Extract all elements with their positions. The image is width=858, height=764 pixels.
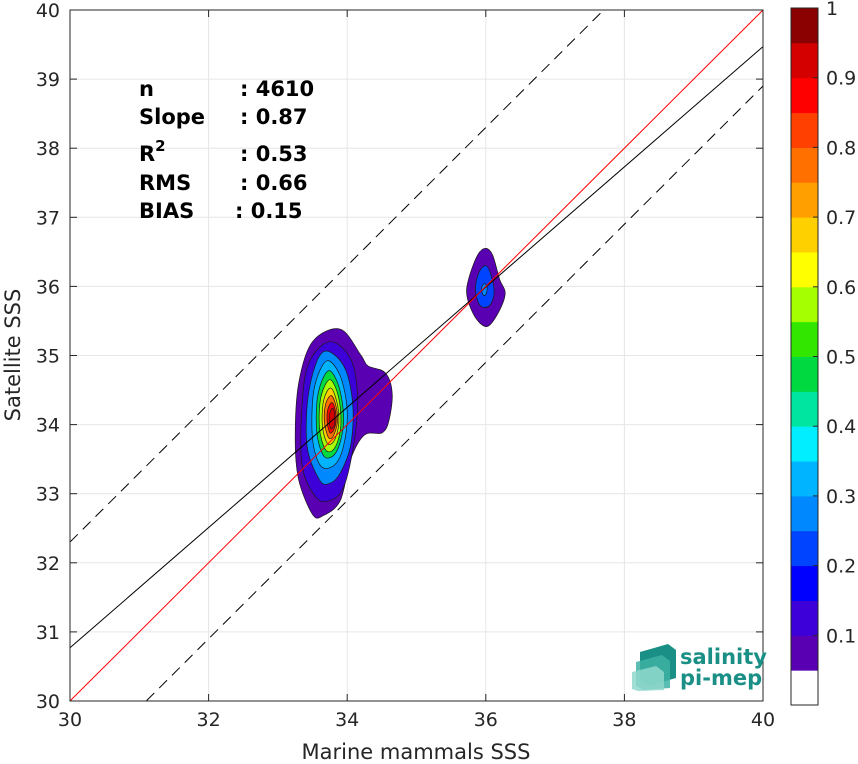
- y-tick-label-2: 32: [36, 553, 60, 575]
- x-axis: 30 32 34 36 38 40: [58, 10, 775, 731]
- identity-line: [70, 10, 763, 701]
- stat-value-0: : 4610: [240, 77, 314, 101]
- colorbar-segment-7: [791, 426, 818, 462]
- colorbar-tick-label-3: 0.4: [826, 416, 856, 438]
- y-tick-label-1: 31: [36, 622, 60, 644]
- colorbar-segment-18: [791, 42, 818, 79]
- colorbar-segment-8: [791, 391, 818, 427]
- y-tick-label-3: 33: [36, 484, 60, 506]
- x-tick-label-4: 38: [612, 709, 636, 731]
- colorbar-segment-1: [791, 635, 818, 671]
- density-contours: [294, 248, 506, 519]
- colorbar-segment-10: [791, 321, 818, 357]
- logo-icon: [632, 644, 676, 691]
- colorbar-tick-label-7: 0.8: [826, 137, 856, 159]
- stat-value-4: : 0.15: [235, 199, 303, 223]
- y-axis: 30 31 32 33 34 35 36 37 38 39 40: [36, 0, 763, 713]
- x-axis-label: Marine mammals SSS: [302, 740, 531, 764]
- grid: [69, 9, 764, 702]
- logo-line2: pi-mep: [680, 666, 762, 690]
- colorbar-segment-6: [791, 461, 818, 497]
- fit-line: [70, 46, 763, 649]
- stat-label-2: R2: [139, 137, 166, 166]
- colorbar-segment-11: [791, 286, 818, 323]
- y-tick-label-8: 38: [36, 138, 60, 160]
- stat-label-1: Slope: [139, 105, 205, 129]
- x-tick-label-1: 32: [197, 709, 221, 731]
- x-tick-label-5: 40: [751, 709, 775, 731]
- y-tick-label-5: 35: [36, 346, 60, 368]
- x-tick-label-0: 30: [58, 709, 82, 731]
- stat-label-3: RMS: [139, 171, 191, 195]
- stat-value-3: : 0.66: [240, 171, 308, 195]
- y-tick-label-10: 40: [36, 0, 60, 22]
- colorbar-tick-label-0: 0.1: [826, 625, 856, 647]
- colorbar-tick-label-4: 0.5: [826, 347, 856, 369]
- stat-value-2: : 0.53: [240, 142, 308, 166]
- colorbar-segment-14: [791, 182, 818, 218]
- y-tick-label-4: 34: [36, 415, 60, 437]
- colorbar-segment-16: [791, 112, 818, 148]
- colorbar-tick-label-6: 0.7: [826, 207, 856, 229]
- x-tick-label-2: 34: [335, 709, 359, 731]
- contour-main-9: [328, 408, 336, 430]
- y-tick-label-0: 30: [36, 691, 60, 713]
- stat-label-0: n: [139, 77, 154, 101]
- colorbar-segment-0: [791, 670, 818, 706]
- logo-line1: salinity: [680, 645, 767, 669]
- y-tick-label-6: 36: [36, 276, 60, 298]
- colorbar-tick-label-9: 1: [826, 0, 838, 20]
- stat-value-1: : 0.87: [240, 105, 308, 129]
- x-tick-label-3: 36: [474, 709, 498, 731]
- colorbar-segment-15: [791, 147, 818, 183]
- colorbar-tick-label-2: 0.3: [826, 486, 856, 508]
- colorbar-segment-2: [791, 600, 818, 636]
- colorbar: 0.1 0.2 0.3 0.4 0.5 0.6 0.7 0.8 0.9 1: [790, 0, 856, 706]
- colorbar-tick-label-5: 0.6: [826, 277, 856, 299]
- stats-box: n : 4610 Slope : 0.87 R2 : 0.53 RMS : 0.66 BIAS:…: [139, 77, 314, 223]
- colorbar-segment-3: [791, 565, 818, 601]
- lower-bound-line: [145, 85, 763, 701]
- colorbar-segment-19: [791, 8, 818, 44]
- upper-bound-line: [70, 10, 605, 543]
- y-axis-label: Satellite SSS: [1, 289, 25, 422]
- reference-lines: [70, 10, 763, 701]
- colorbar-segment-5: [791, 495, 818, 532]
- colorbar-segment-9: [791, 356, 818, 392]
- colorbar-segment-17: [791, 77, 818, 114]
- colorbar-segment-12: [791, 251, 818, 288]
- y-tick-label-9: 39: [36, 69, 60, 91]
- colorbar-segment-4: [791, 530, 818, 567]
- y-tick-label-7: 37: [36, 207, 60, 229]
- salinity-pi-mep-logo: salinity pi-mep: [632, 644, 767, 691]
- colorbar-tick-label-8: 0.9: [826, 68, 856, 90]
- stat-label-4: BIAS: [139, 199, 194, 223]
- colorbar-tick-label-1: 0.2: [826, 556, 856, 578]
- stat-superscript: 2: [155, 137, 165, 155]
- colorbar-segment-13: [791, 217, 818, 253]
